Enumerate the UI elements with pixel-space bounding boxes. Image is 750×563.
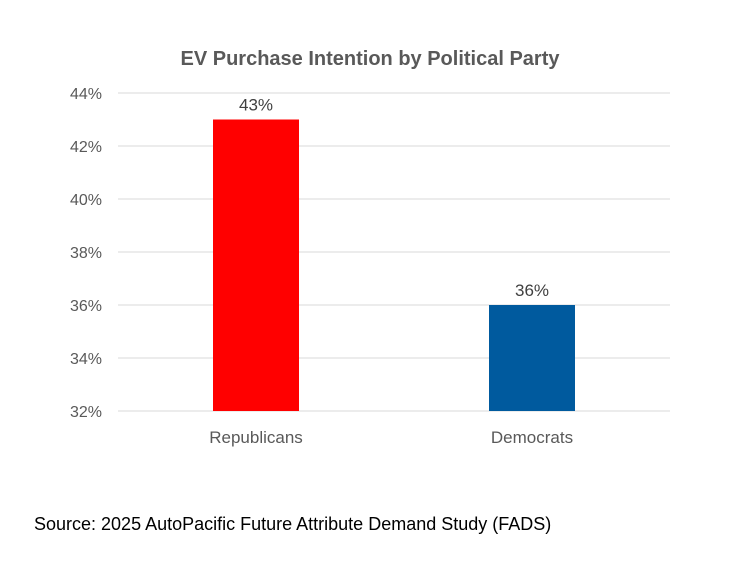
bars (213, 119, 575, 411)
bar-chart: 32% 34% 36% 38% 40% 42% 44% 43% 36% Republicans… (70, 86, 670, 447)
y-tick-label: 44% (70, 86, 102, 103)
category-label-democrats: Democrats (491, 428, 573, 447)
category-label-republicans: Republicans (209, 428, 303, 447)
source-note: Source: 2025 AutoPacific Future Attribut… (34, 514, 552, 534)
bar-democrats (489, 305, 575, 411)
y-axis-tick-labels: 32% 34% 36% 38% 40% 42% 44% (70, 86, 102, 421)
bar-republicans (213, 119, 299, 411)
y-tick-label: 34% (70, 351, 102, 368)
y-tick-label: 32% (70, 404, 102, 421)
data-label-democrats: 36% (515, 281, 549, 300)
y-tick-label: 36% (70, 298, 102, 315)
y-tick-label: 40% (70, 192, 102, 209)
y-tick-label: 42% (70, 139, 102, 156)
y-tick-label: 38% (70, 245, 102, 262)
gridlines (118, 92, 670, 412)
data-label-republicans: 43% (239, 96, 273, 115)
x-axis-category-labels: Republicans Democrats (209, 428, 573, 447)
data-labels: 43% 36% (239, 96, 549, 301)
chart-title: EV Purchase Intention by Political Party (180, 48, 560, 70)
